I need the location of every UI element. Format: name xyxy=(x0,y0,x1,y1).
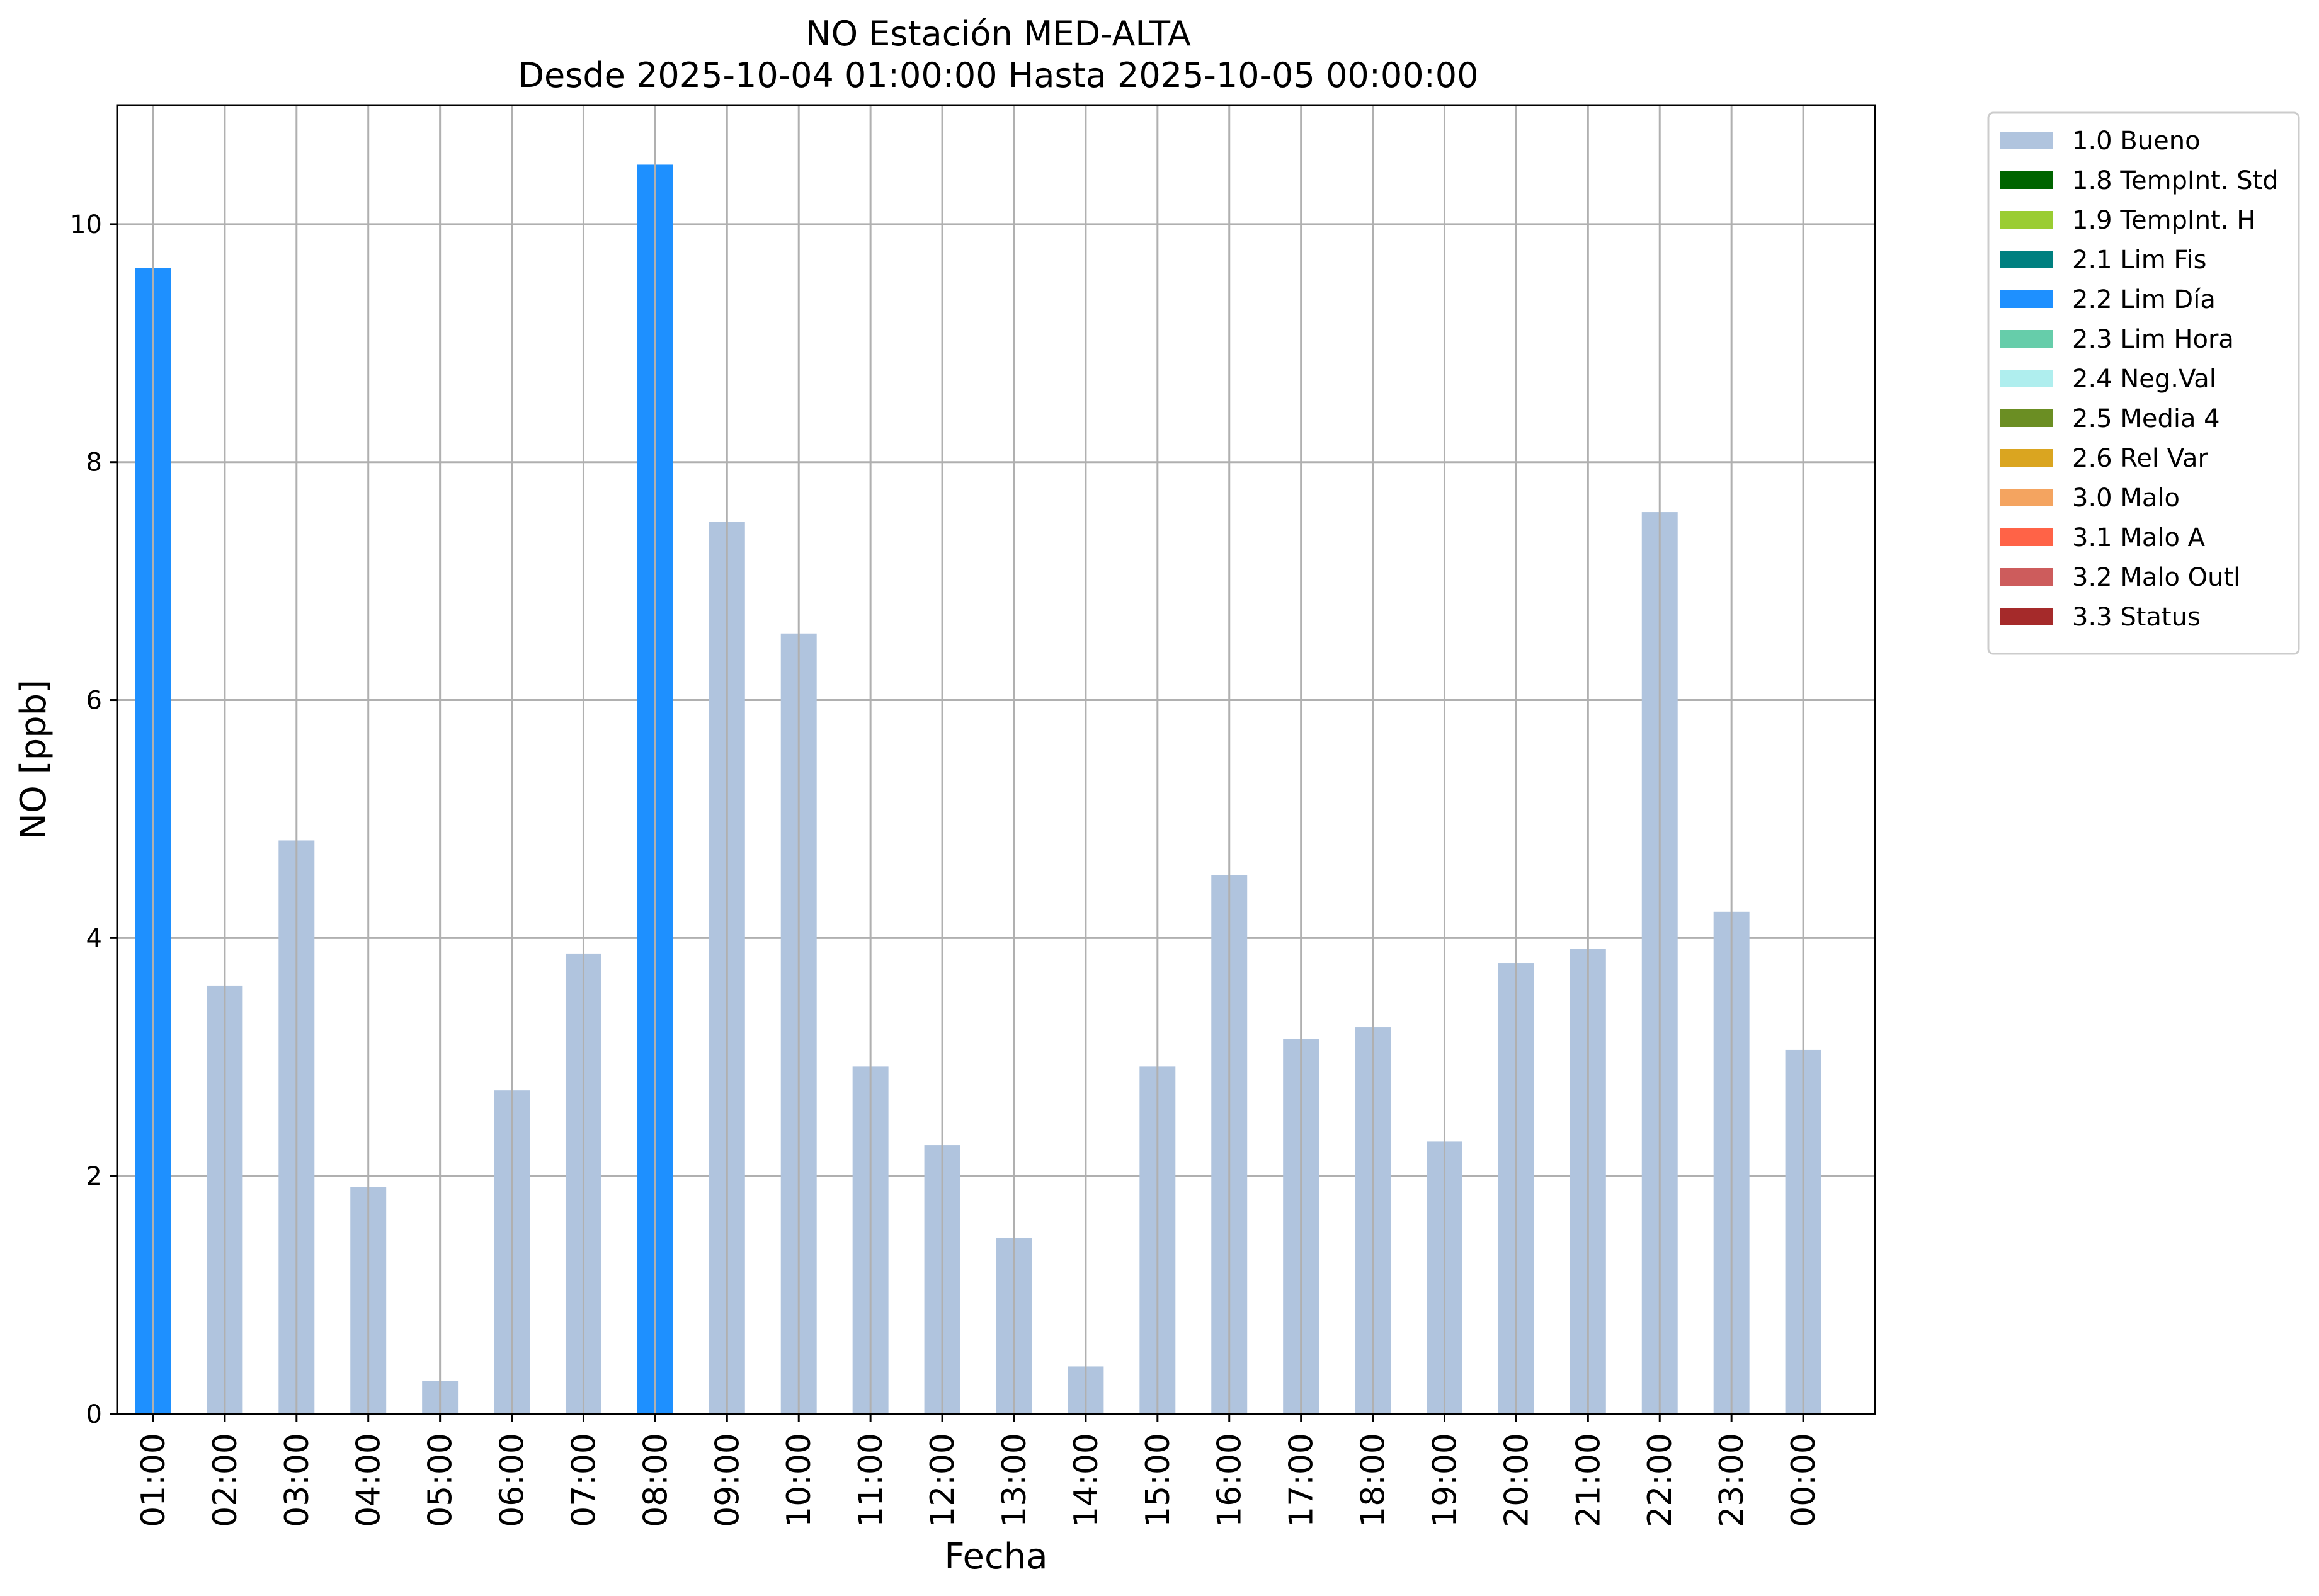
legend-swatch xyxy=(2000,489,2053,506)
chart-title: NO Estación MED-ALTA xyxy=(806,14,1191,54)
legend-swatch xyxy=(2000,290,2053,308)
y-tick-label: 0 xyxy=(86,1400,102,1429)
legend-label: 1.0 Bueno xyxy=(2072,127,2201,156)
x-tick-label: 04:00 xyxy=(350,1433,388,1527)
legend-swatch xyxy=(2000,568,2053,586)
x-tick-label: 15:00 xyxy=(1139,1433,1177,1527)
x-tick-label: 10:00 xyxy=(780,1433,818,1527)
legend-swatch xyxy=(2000,171,2053,189)
legend-swatch xyxy=(2000,608,2053,625)
bars xyxy=(135,164,1821,1415)
x-tick-label: 22:00 xyxy=(1641,1433,1679,1527)
y-axis-label: NO [ppb] xyxy=(13,680,54,840)
y-tick-label: 4 xyxy=(86,924,102,953)
x-tick-label: 13:00 xyxy=(996,1433,1034,1527)
vertical-grid xyxy=(152,105,1804,1414)
legend-label: 1.9 TempInt. H xyxy=(2072,206,2255,235)
legend-swatch xyxy=(2000,370,2053,387)
x-tick-label: 08:00 xyxy=(637,1433,675,1527)
y-tick-label: 8 xyxy=(86,448,102,477)
legend-swatch xyxy=(2000,132,2053,149)
legend-swatch xyxy=(2000,449,2053,467)
legend-swatch xyxy=(2000,251,2053,268)
x-axis-label: Fecha xyxy=(944,1536,1047,1577)
legend-label: 3.2 Malo Outl xyxy=(2072,563,2240,592)
legend: 1.0 Bueno 1.8 TempInt. Std 1.9 TempInt. H 2… xyxy=(1987,111,2300,655)
x-tick-label: 17:00 xyxy=(1283,1433,1321,1527)
x-axis-ticks: 01:00 02:00 03:00 04:00 05:00 06:00 07:00 08:00… xyxy=(135,1414,1823,1527)
x-tick-label: 16:00 xyxy=(1211,1433,1249,1527)
x-tick-label: 07:00 xyxy=(565,1433,603,1527)
legend-label: 2.1 Lim Fis xyxy=(2072,246,2206,275)
legend-label: 2.5 Media 4 xyxy=(2072,404,2220,433)
x-tick-label: 09:00 xyxy=(709,1433,746,1527)
y-axis-ticks: 0 2 4 6 8 10 xyxy=(70,210,117,1429)
legend-label: 2.4 Neg.Val xyxy=(2072,365,2216,394)
legend-swatch xyxy=(2000,528,2053,546)
plot-frame xyxy=(116,104,1876,1415)
x-tick-label: 21:00 xyxy=(1570,1433,1607,1527)
legend-swatch xyxy=(2000,409,2053,427)
x-tick-label: 19:00 xyxy=(1426,1433,1464,1527)
x-tick-label: 01:00 xyxy=(135,1433,173,1527)
legend-label: 2.6 Rel Var xyxy=(2072,444,2209,473)
x-tick-label: 11:00 xyxy=(852,1433,890,1527)
x-tick-label: 18:00 xyxy=(1355,1433,1393,1527)
legend-swatch xyxy=(2000,330,2053,348)
chart-subtitle: Desde 2025-10-04 01:00:00 Hasta 2025-10-… xyxy=(518,55,1478,95)
x-tick-label: 20:00 xyxy=(1498,1433,1536,1527)
legend-swatch xyxy=(2000,211,2053,229)
legend-label: 1.8 TempInt. Std xyxy=(2072,166,2279,195)
x-tick-label: 12:00 xyxy=(924,1433,962,1527)
x-tick-label: 23:00 xyxy=(1713,1433,1751,1527)
legend-label: 2.3 Lim Hora xyxy=(2072,325,2234,354)
legend-label: 3.3 Status xyxy=(2072,603,2201,632)
legend-label: 3.0 Malo xyxy=(2072,484,2180,513)
x-tick-label: 03:00 xyxy=(278,1433,316,1527)
x-tick-label: 02:00 xyxy=(207,1433,244,1527)
x-tick-label: 14:00 xyxy=(1068,1433,1105,1527)
y-tick-label: 2 xyxy=(86,1162,102,1191)
legend-box xyxy=(1987,111,2300,655)
y-tick-label: 10 xyxy=(70,210,102,239)
legend-label: 2.2 Lim Día xyxy=(2072,285,2216,314)
x-tick-label: 06:00 xyxy=(494,1433,532,1527)
legend-label: 3.1 Malo A xyxy=(2072,523,2206,552)
y-tick-label: 6 xyxy=(86,687,102,715)
x-tick-label: 05:00 xyxy=(422,1433,460,1527)
x-tick-label: 00:00 xyxy=(1785,1433,1823,1527)
